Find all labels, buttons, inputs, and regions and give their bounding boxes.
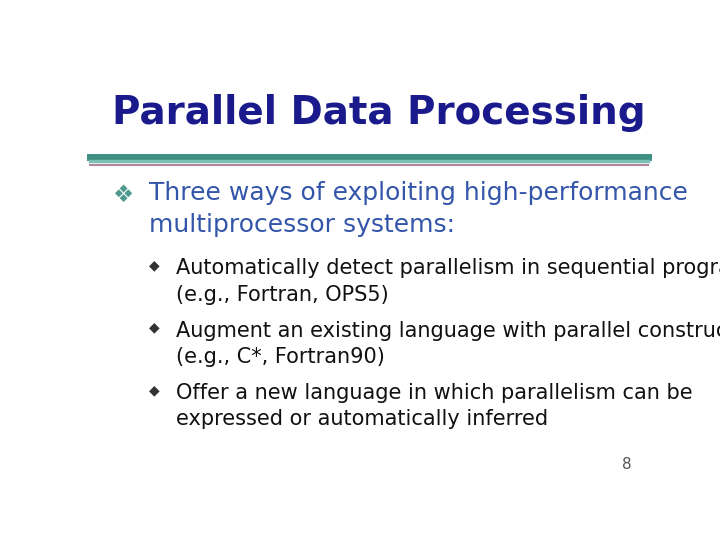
Text: Augment an existing language with parallel constructs
(e.g., C*, Fortran90): Augment an existing language with parall… xyxy=(176,321,720,367)
Text: ◆: ◆ xyxy=(148,383,159,397)
Text: ◆: ◆ xyxy=(148,321,159,334)
Text: ◆: ◆ xyxy=(148,258,159,272)
Text: ❖: ❖ xyxy=(112,183,133,207)
Text: Offer a new language in which parallelism can be
expressed or automatically infe: Offer a new language in which parallelis… xyxy=(176,383,693,429)
Text: 8: 8 xyxy=(621,457,631,472)
Text: Three ways of exploiting high-performance
multiprocessor systems:: Three ways of exploiting high-performanc… xyxy=(148,181,688,237)
Text: Automatically detect parallelism in sequential programs
(e.g., Fortran, OPS5): Automatically detect parallelism in sequ… xyxy=(176,258,720,305)
Text: Parallel Data Processing: Parallel Data Processing xyxy=(112,94,646,132)
